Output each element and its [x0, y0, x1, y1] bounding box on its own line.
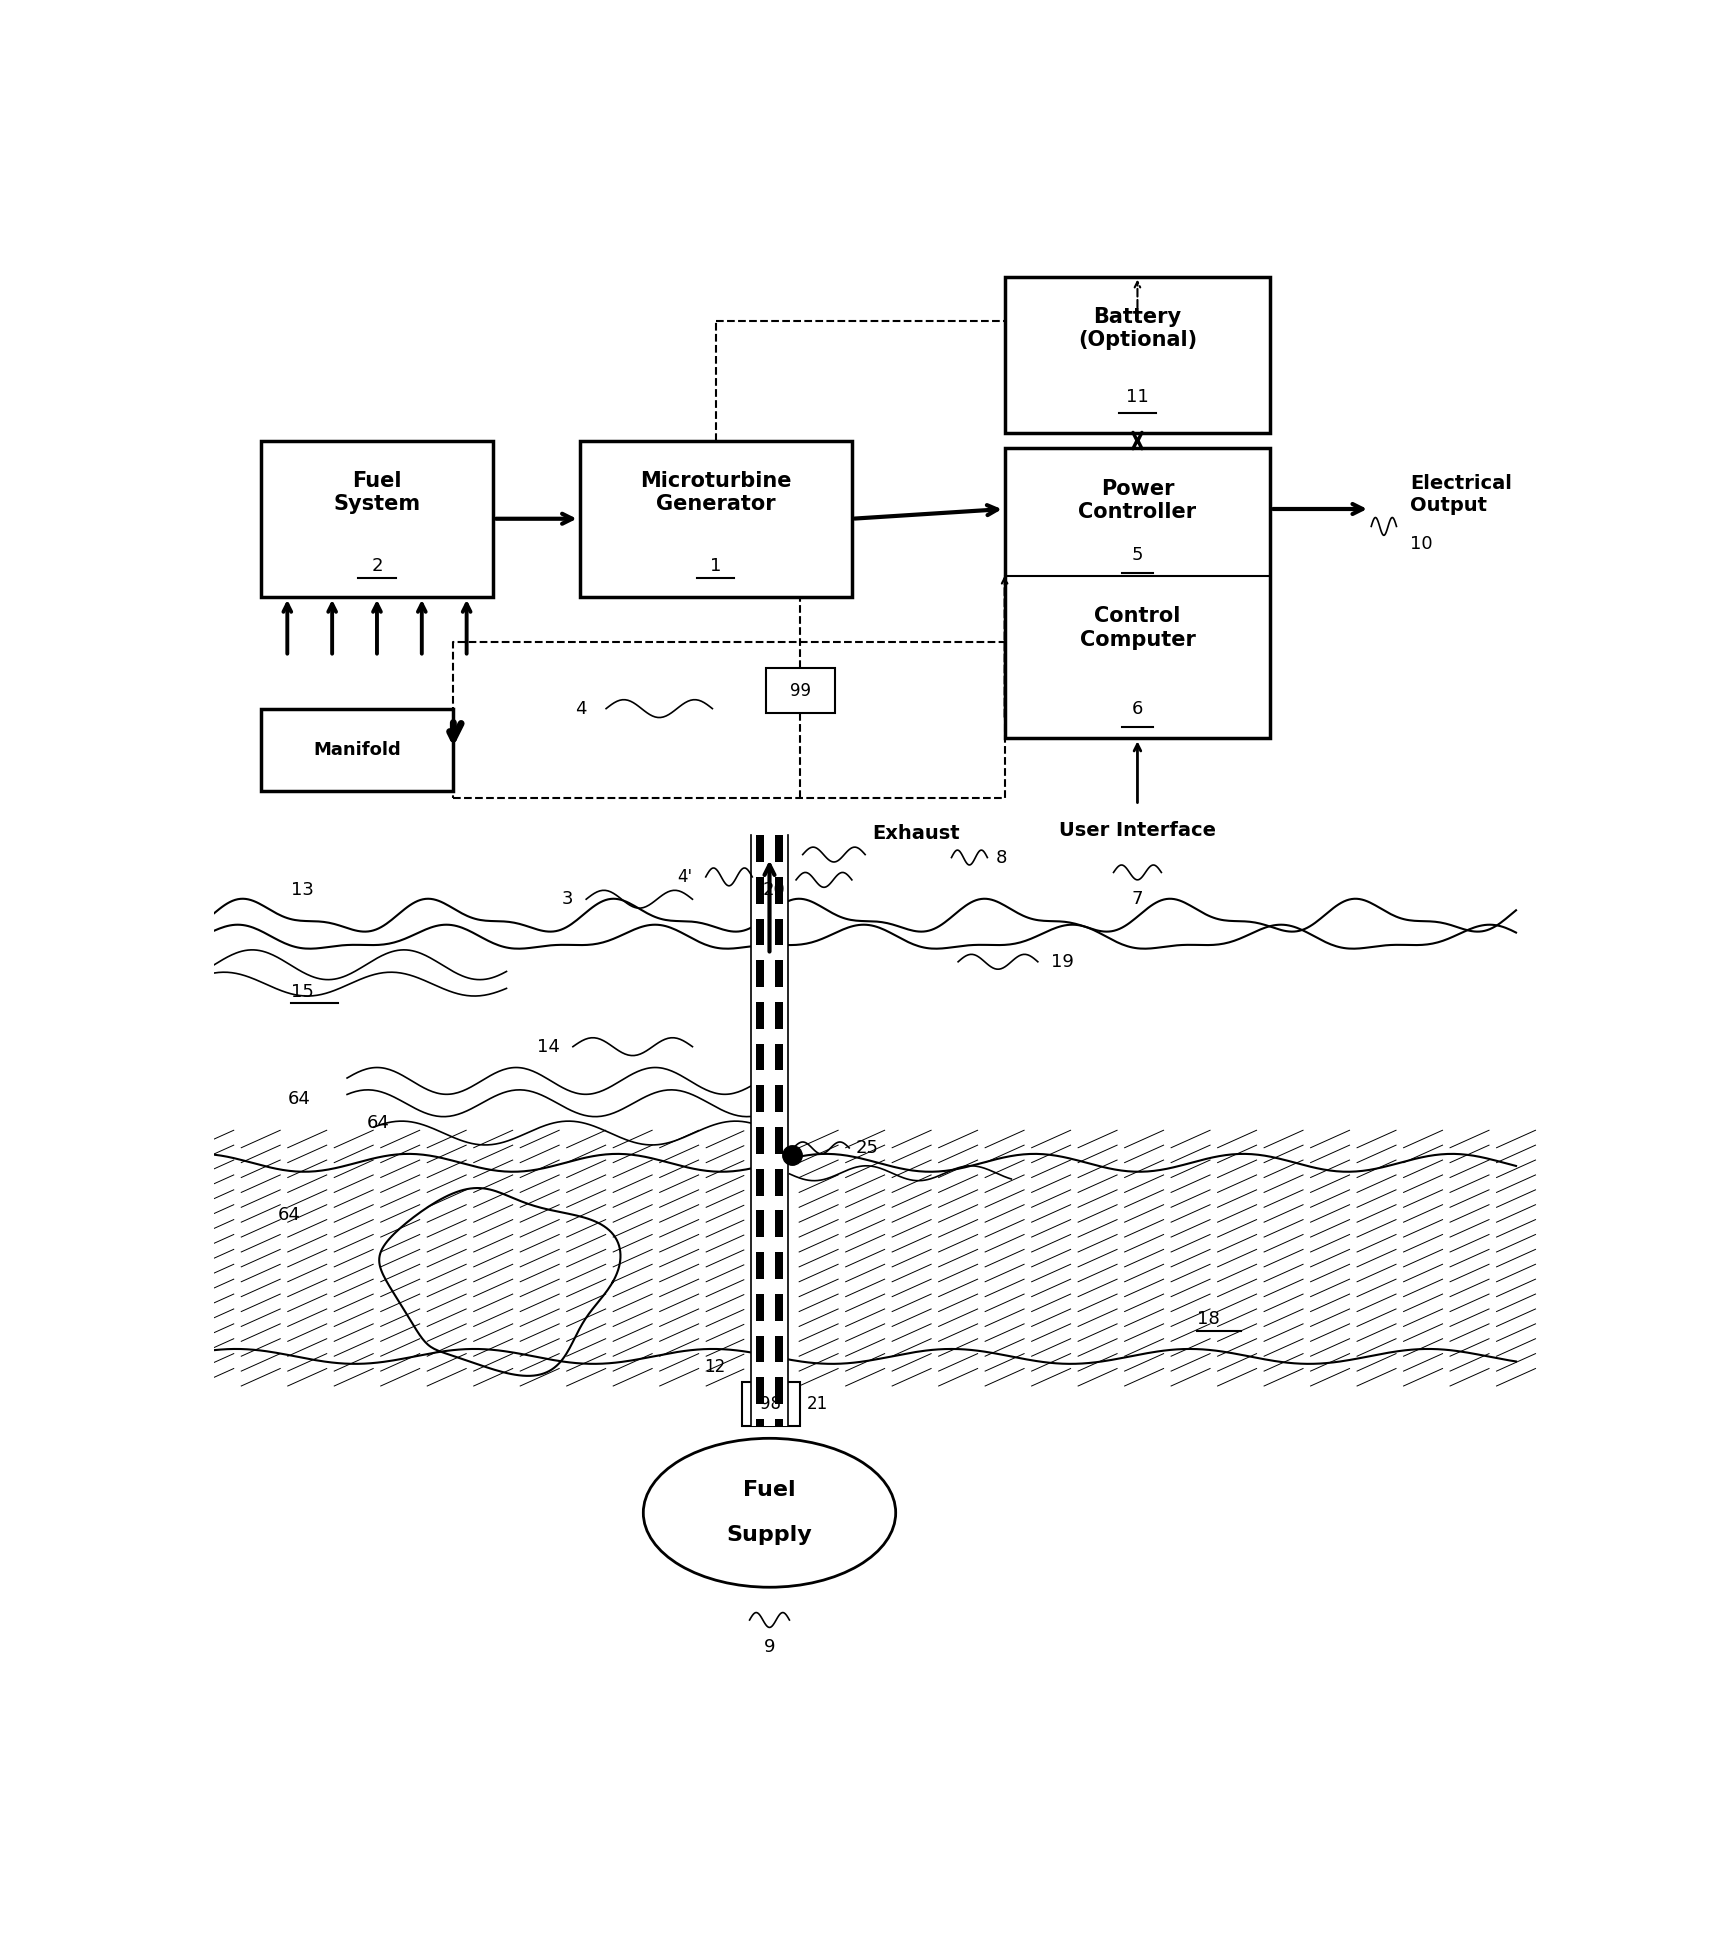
Bar	[756, 919, 783, 946]
Bar	[764, 1377, 775, 1404]
Bar	[756, 1294, 783, 1321]
Bar	[756, 1336, 783, 1362]
Bar	[756, 1420, 783, 1427]
Text: User Interface: User Interface	[1059, 822, 1215, 839]
FancyBboxPatch shape	[579, 441, 852, 598]
Text: 5: 5	[1131, 547, 1143, 565]
Bar	[764, 1044, 775, 1071]
Bar	[764, 1128, 775, 1155]
Bar	[756, 835, 783, 863]
Bar	[756, 1251, 783, 1278]
Text: 18: 18	[1196, 1309, 1220, 1329]
Text: 4: 4	[574, 700, 586, 718]
Text: Manifold: Manifold	[314, 741, 401, 758]
Text: 64: 64	[367, 1114, 389, 1131]
FancyBboxPatch shape	[1004, 277, 1270, 433]
Text: 25: 25	[855, 1139, 879, 1157]
Text: Supply: Supply	[727, 1526, 812, 1545]
Text: 64: 64	[278, 1207, 302, 1224]
Bar	[764, 1211, 775, 1238]
Bar	[756, 1211, 783, 1238]
Text: Microturbine
Generator: Microturbine Generator	[639, 470, 792, 514]
Text: 21: 21	[807, 1394, 828, 1414]
Text: Fuel
System: Fuel System	[334, 470, 420, 514]
Text: 6: 6	[1131, 700, 1143, 718]
Bar	[764, 1168, 775, 1195]
Bar	[764, 876, 775, 903]
Text: Fuel: Fuel	[744, 1480, 795, 1501]
Text: Electrical
Output: Electrical Output	[1409, 474, 1512, 514]
FancyBboxPatch shape	[742, 1381, 800, 1427]
Bar	[764, 961, 775, 986]
Bar	[764, 919, 775, 946]
Bar	[756, 1002, 783, 1029]
FancyBboxPatch shape	[751, 835, 788, 1427]
Text: Battery
(Optional): Battery (Optional)	[1078, 308, 1196, 350]
Bar	[764, 1002, 775, 1029]
Text: 7: 7	[1131, 890, 1143, 909]
Text: Control
Computer: Control Computer	[1080, 607, 1195, 650]
Bar	[764, 1251, 775, 1278]
Text: 14: 14	[536, 1039, 559, 1056]
Bar	[756, 1044, 783, 1071]
Bar	[764, 1294, 775, 1321]
Text: 10: 10	[1409, 536, 1433, 553]
Bar	[756, 876, 783, 903]
Text: 11: 11	[1126, 389, 1148, 406]
Text: 13: 13	[291, 882, 314, 899]
Text: 20: 20	[763, 882, 785, 899]
FancyBboxPatch shape	[766, 669, 835, 714]
Text: 15: 15	[291, 982, 314, 1000]
Bar	[764, 1085, 775, 1112]
Text: 19: 19	[1051, 953, 1075, 971]
Text: Power
Controller: Power Controller	[1078, 480, 1196, 522]
Text: 3: 3	[562, 890, 572, 909]
Text: 8: 8	[996, 849, 1006, 866]
Bar	[764, 1420, 775, 1427]
Bar	[756, 961, 783, 986]
Bar	[756, 1377, 783, 1404]
Text: 9: 9	[764, 1638, 775, 1656]
Bar	[764, 835, 775, 863]
Text: 64: 64	[288, 1089, 310, 1108]
Text: 4': 4'	[677, 868, 692, 886]
Bar	[756, 1168, 783, 1195]
Text: Exhaust: Exhaust	[872, 824, 960, 843]
Bar	[756, 1128, 783, 1155]
Text: 12: 12	[704, 1358, 725, 1375]
FancyBboxPatch shape	[261, 441, 494, 598]
Bar	[756, 1085, 783, 1112]
Text: 98: 98	[761, 1394, 782, 1414]
Text: 2: 2	[372, 557, 382, 574]
Text: 99: 99	[790, 683, 811, 700]
FancyBboxPatch shape	[1004, 449, 1270, 739]
Bar	[764, 1336, 775, 1362]
Text: 1: 1	[710, 557, 722, 574]
Ellipse shape	[643, 1439, 896, 1588]
FancyBboxPatch shape	[261, 708, 452, 791]
